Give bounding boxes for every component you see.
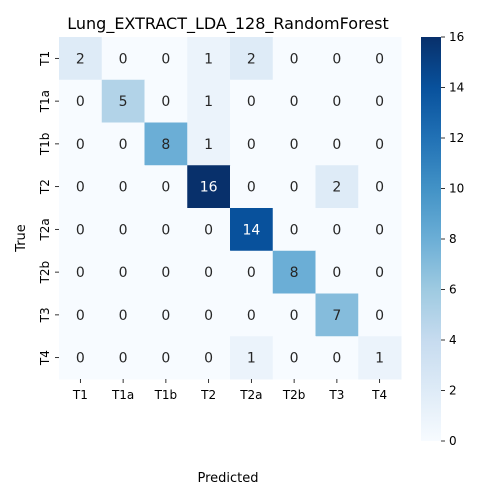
x-tick-label: T2b	[282, 388, 306, 402]
cell-value-label: 0	[76, 308, 85, 324]
y-tick-label: T1b	[38, 133, 52, 157]
cell-value-label: 0	[332, 265, 341, 281]
cell-value-label: 0	[375, 137, 384, 153]
cell-value-label: 0	[76, 94, 85, 110]
x-axis-ticks: T1 T1a T1b T2 T2a T2b T3 T4	[72, 379, 387, 402]
cell-value-label: 0	[119, 351, 128, 367]
colorbar-tick-label: 14	[449, 81, 464, 95]
cell-value-label: 0	[375, 180, 384, 196]
cell-value-label: 0	[290, 51, 299, 67]
cell-value-label: 1	[375, 351, 384, 367]
colorbar-tick-label: 6	[449, 283, 457, 297]
colorbar-tick-label: 12	[449, 131, 464, 145]
y-tick-label: T2a	[38, 218, 52, 241]
cell-value-label: 0	[375, 222, 384, 238]
y-tick-label: T3	[38, 307, 52, 323]
cell-value-label: 0	[204, 308, 213, 324]
cell-value-label: 0	[375, 308, 384, 324]
y-axis-label: True	[14, 224, 29, 253]
colorbar	[421, 37, 441, 441]
cell-value-label: 0	[332, 222, 341, 238]
cell-value-label: 0	[204, 265, 213, 281]
x-tick-label: T3	[328, 388, 344, 402]
cell-value-label: 0	[290, 308, 299, 324]
cell-value-label: 0	[76, 137, 85, 153]
cell-value-label: 0	[332, 351, 341, 367]
cell-value-label: 0	[375, 265, 384, 281]
cell-value-label: 0	[290, 94, 299, 110]
cell-value-label: 0	[161, 351, 170, 367]
cell-value-label: 0	[161, 180, 170, 196]
cell-value-label: 2	[247, 51, 256, 67]
cell-value-label: 1	[204, 137, 213, 153]
cell-value-label: 0	[375, 51, 384, 67]
cell-value-label: 0	[119, 51, 128, 67]
cell-value-label: 0	[76, 265, 85, 281]
cell-value-label: 0	[161, 265, 170, 281]
cell-value-label: 14	[242, 222, 260, 238]
cell-value-label: 0	[290, 351, 299, 367]
colorbar-ticks: 0 2 4 6 8 10 12 14 16	[441, 30, 464, 448]
colorbar-tick-label: 16	[449, 30, 464, 44]
y-tick-label: T1	[38, 51, 52, 67]
y-axis-ticks: T1 T1a T1b T2 T2a T2b T3 T4	[38, 51, 59, 366]
cell-value-label: 0	[161, 222, 170, 238]
heatmap-cells: 2 0 0 1 2 0 0 0 0 5 0 1 0 0 0 0 0 0 8 1 0 0 0 0 0 0 0 16 0 0 2 0 0 0 0 0 14 0…	[59, 37, 402, 380]
cell-value-label: 0	[247, 265, 256, 281]
colorbar-tick-label: 2	[449, 384, 457, 398]
cell-value-label: 0	[119, 265, 128, 281]
cell-value-label: 1	[204, 51, 213, 67]
colorbar-tick-label: 8	[449, 232, 457, 246]
cell-value-label: 0	[247, 94, 256, 110]
cell-value-label: 0	[161, 308, 170, 324]
cell-value-label: 8	[161, 137, 170, 153]
cell-value-label: 8	[290, 265, 299, 281]
cell-value-label: 5	[119, 94, 128, 110]
cell-value-label: 0	[76, 222, 85, 238]
cell-value-label: 2	[76, 51, 85, 67]
cell-value-label: 0	[332, 137, 341, 153]
cell-value-label: 0	[161, 51, 170, 67]
cell-value-label: 0	[119, 308, 128, 324]
x-tick-label: T2	[200, 388, 216, 402]
x-tick-label: T1a	[111, 388, 134, 402]
x-axis-label: Predicted	[197, 471, 258, 486]
cell-value-label: 0	[204, 222, 213, 238]
y-tick-label: T2	[38, 179, 52, 195]
x-tick-label: T4	[371, 388, 387, 402]
cell-value-label: 0	[247, 137, 256, 153]
x-tick-label: T1	[72, 388, 88, 402]
colorbar-tick-label: 10	[449, 182, 464, 196]
y-tick-label: T4	[38, 350, 52, 366]
y-tick-label: T1a	[38, 90, 52, 113]
cell-value-label: 7	[332, 308, 341, 324]
cell-value-label: 0	[290, 222, 299, 238]
cell-value-label: 0	[290, 137, 299, 153]
colorbar-tick-label: 4	[449, 333, 457, 347]
chart-title: Lung_EXTRACT_LDA_128_RandomForest	[67, 14, 389, 34]
cell-value-label: 0	[332, 51, 341, 67]
cell-value-label: 1	[247, 351, 256, 367]
cell-value-label: 0	[76, 180, 85, 196]
cell-value-label: 0	[76, 351, 85, 367]
cell-value-label: 0	[119, 137, 128, 153]
cell-value-label: 0	[161, 94, 170, 110]
cell-value-label: 1	[204, 94, 213, 110]
cell-value-label: 0	[247, 308, 256, 324]
x-tick-label: T1b	[154, 388, 178, 402]
cell-value-label: 0	[204, 351, 213, 367]
y-tick-label: T2b	[38, 261, 52, 285]
cell-value-label: 0	[247, 180, 256, 196]
colorbar-tick-label: 0	[449, 434, 457, 448]
cell-value-label: 0	[290, 180, 299, 196]
cell-value-label: 0	[332, 94, 341, 110]
cell-value-label: 16	[200, 180, 218, 196]
cell-value-label: 0	[119, 180, 128, 196]
x-tick-label: T2a	[239, 388, 262, 402]
cell-value-label: 0	[375, 94, 384, 110]
cell-value-label: 0	[119, 222, 128, 238]
cell-value-label: 2	[332, 180, 341, 196]
